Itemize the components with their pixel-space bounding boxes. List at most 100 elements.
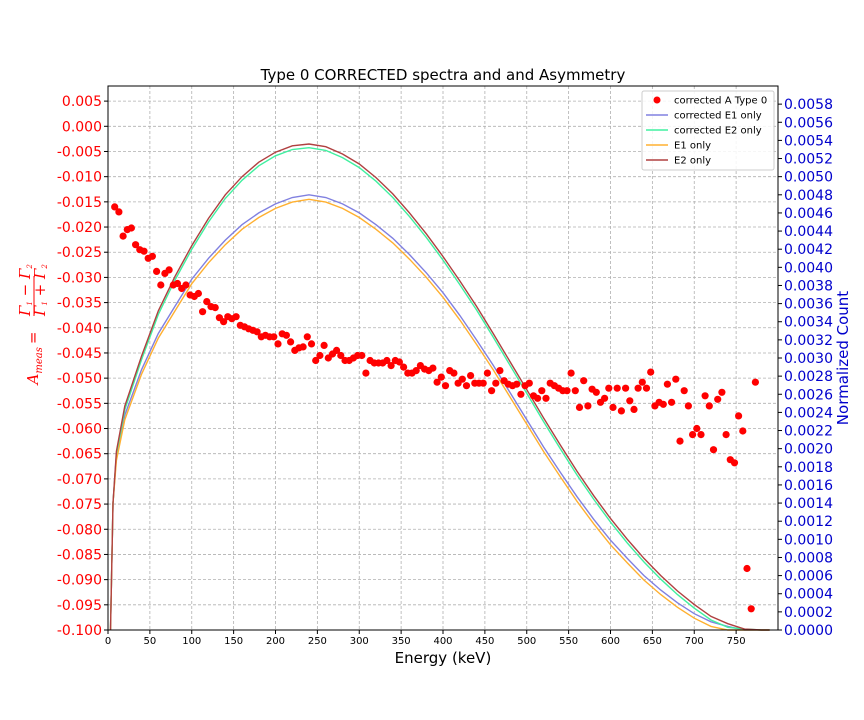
x-tick-label: 650 [643, 636, 662, 647]
scatter-point [534, 394, 542, 402]
x-tick-label: 0 [105, 636, 111, 647]
legend-label: E2 only [674, 156, 711, 167]
y-left-tick-label: -0.065 [57, 447, 102, 463]
y-left-tick-label: -0.030 [57, 270, 102, 286]
scatter-point [747, 605, 755, 613]
ylabel-left-num-sub1: 1 [26, 301, 34, 305]
scatter-point [211, 304, 219, 312]
y-right-tick-label: 0.0052 [784, 152, 833, 168]
y-right-tick-label: 0.0030 [784, 351, 833, 367]
y-right-tick-label: 0.0004 [784, 587, 833, 603]
scatter-series-group [111, 203, 760, 613]
ylabel-left-sub: meas [34, 347, 45, 374]
y-right-tick-label: 0.0002 [784, 605, 833, 621]
scatter-point [751, 378, 760, 386]
ylabel-left-den-sub2: 2 [41, 264, 49, 270]
scatter-point [743, 564, 751, 573]
scatter-point [387, 362, 395, 370]
scatter-point [584, 402, 592, 410]
x-tick-label: 300 [350, 636, 369, 647]
scatter-point [488, 387, 496, 395]
scatter-point [203, 298, 211, 306]
scatter-point [513, 380, 521, 388]
y-right-tick-label: 0.0056 [784, 115, 833, 131]
scatter-point [709, 446, 718, 454]
scatter-point [496, 367, 504, 375]
scatter-point [194, 289, 202, 298]
scatter-point [337, 351, 345, 360]
scatter-point [663, 380, 672, 388]
y-right-axis-ticks: 0.0058 0.0056 0.0054 0.0052 0.0050 0.0048 0.00… [778, 97, 833, 639]
legend-label: corrected E1 only [674, 111, 762, 122]
scatter-point [395, 358, 403, 366]
legend-label: corrected E2 only [674, 126, 762, 137]
scatter-point [400, 363, 408, 371]
y-right-tick-label: 0.0014 [784, 496, 833, 512]
scatter-point [429, 364, 437, 372]
y-right-tick-label: 0.0010 [784, 532, 833, 548]
scatter-point [450, 369, 458, 377]
x-axis-label: Energy (keV) [395, 649, 492, 667]
scatter-point [173, 279, 182, 288]
scatter-point [182, 281, 190, 289]
y-right-tick-label: 0.0028 [784, 369, 833, 385]
scatter-point [605, 384, 613, 392]
scatter-point [571, 387, 579, 395]
y-left-axis-ticks: 0.005 0.000 -0.005 -0.010 -0.015 -0.020 -0.025… [57, 94, 108, 639]
x-tick-label: 200 [266, 636, 285, 647]
scatter-point [617, 407, 626, 415]
y-left-tick-label: -0.045 [57, 346, 102, 362]
y-right-tick-label: 0.0040 [784, 260, 833, 276]
scatter-point [165, 266, 173, 274]
scatter-point [462, 382, 471, 390]
y-left-tick-label: -0.010 [57, 170, 102, 186]
scatter-point [622, 384, 630, 392]
x-tick-label: 400 [433, 636, 452, 647]
legend-label: E1 only [674, 141, 711, 152]
scatter-point [333, 346, 341, 354]
scatter-point [567, 369, 575, 377]
scatter-point [613, 384, 621, 392]
y-right-tick-label: 0.0034 [784, 315, 833, 331]
legend-frame [641, 90, 775, 171]
ylabel-left-num: Γ [16, 305, 34, 317]
scatter-point [525, 379, 533, 387]
svg-text:Γ1 + Γ2: Γ1 + Γ2 [31, 264, 49, 317]
scatter-point [299, 343, 307, 351]
y-right-tick-label: 0.0012 [784, 514, 833, 530]
scatter-point [111, 203, 119, 211]
scatter-point [626, 397, 634, 405]
scatter-point [119, 232, 127, 240]
scatter-point [630, 405, 638, 413]
ylabel-left-num-sub2: 2 [26, 264, 34, 270]
y-left-tick-label: -0.070 [57, 472, 102, 488]
ylabel-left-prefix: A [24, 373, 42, 386]
scatter-point [307, 340, 316, 348]
scatter-point [358, 351, 366, 360]
scatter-point [437, 373, 445, 381]
scatter-point [592, 388, 600, 396]
scatter-point [479, 379, 487, 387]
scatter-point [148, 252, 156, 260]
scatter-point [492, 379, 500, 387]
line-series-4 [109, 143, 770, 631]
scatter-point [672, 375, 680, 383]
scatter-point [609, 403, 617, 411]
scatter-point [274, 340, 282, 348]
scatter-point [458, 375, 466, 383]
ylabel-left-den: Γ [31, 305, 49, 317]
scatter-point [132, 241, 140, 249]
scatter-point [140, 247, 148, 255]
scatter-point [722, 431, 730, 439]
scatter-point [659, 400, 667, 408]
y-left-tick-label: -0.015 [57, 195, 102, 211]
scatter-point [542, 394, 550, 402]
scatter-point [303, 333, 311, 341]
scatter-point [312, 356, 320, 365]
svg-text:Γ1 − Γ2: Γ1 − Γ2 [16, 264, 34, 317]
y-right-tick-label: 0.0006 [784, 569, 833, 585]
scatter-point [638, 378, 646, 386]
x-tick-label: 100 [182, 636, 201, 647]
scatter-point [634, 384, 642, 392]
